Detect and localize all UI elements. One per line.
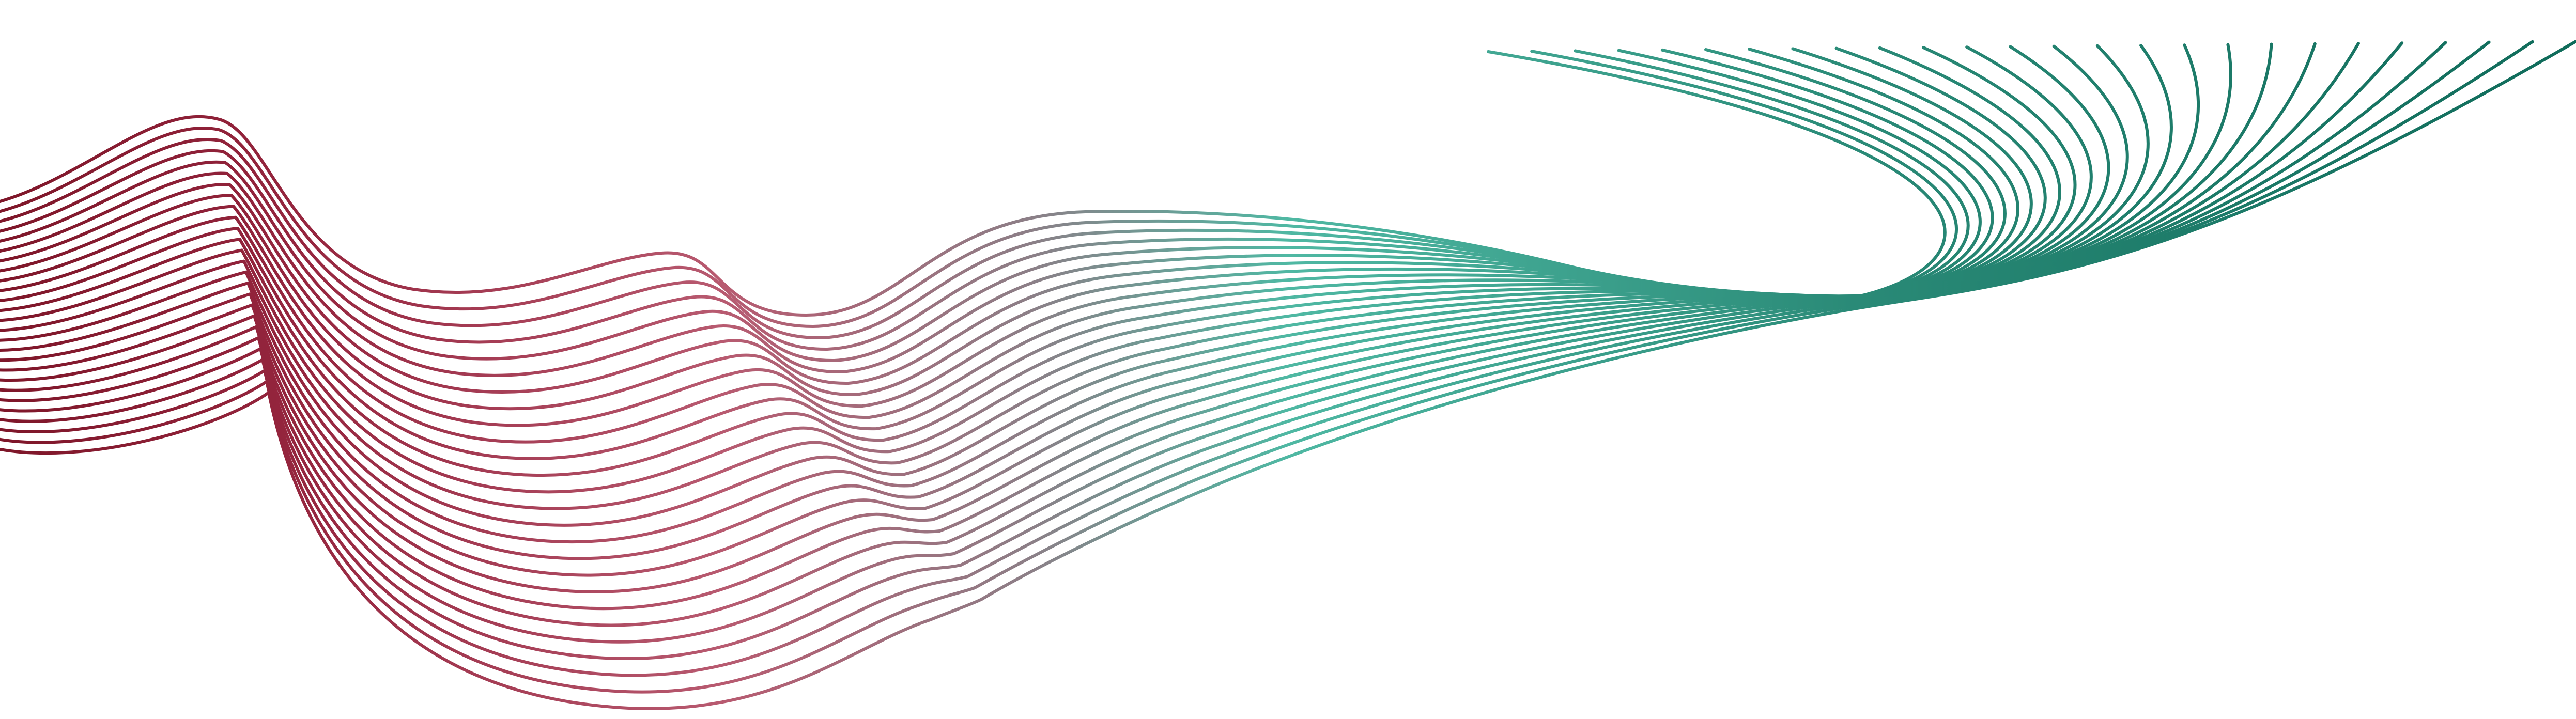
wave-line-group: [0, 40, 2576, 710]
wave-line: [0, 40, 2534, 694]
wave-line: [0, 40, 2576, 710]
